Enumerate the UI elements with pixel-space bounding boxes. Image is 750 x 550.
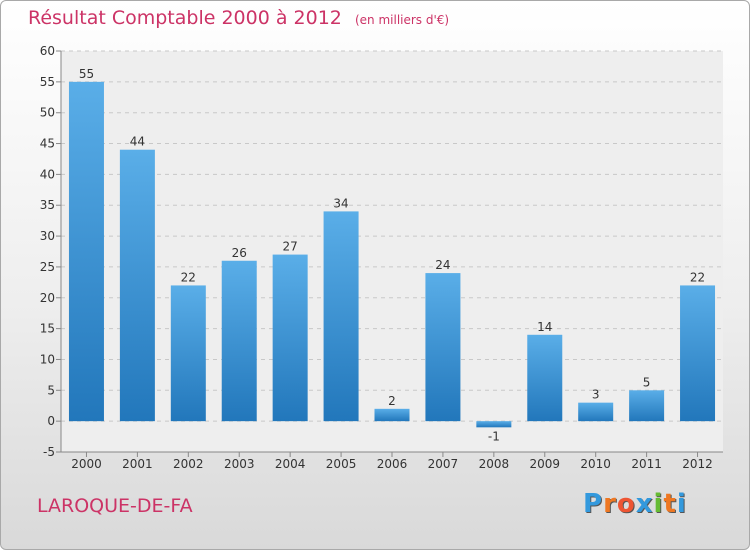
x-tick-label: 2008 <box>479 457 510 471</box>
bar <box>680 285 716 422</box>
y-tick-label: 20 <box>40 291 55 305</box>
bar <box>119 149 155 422</box>
y-tick-label: 0 <box>47 414 55 428</box>
data-label: 22 <box>181 270 196 284</box>
x-tick-label: 2000 <box>71 457 102 471</box>
data-label: 2 <box>388 394 396 408</box>
data-label: 14 <box>537 320 552 334</box>
y-tick-label: 55 <box>40 75 55 89</box>
x-tick-label: 2012 <box>682 457 713 471</box>
y-tick-label: 30 <box>40 229 55 243</box>
logo-letter: P <box>583 489 604 519</box>
commune-name: LAROQUE-DE-FA <box>37 495 193 517</box>
logo-letter: r <box>603 489 617 519</box>
title-row: Résultat Comptable 2000 à 2012 (en milli… <box>28 7 449 29</box>
y-tick-label: 40 <box>40 167 55 181</box>
bar <box>374 408 410 422</box>
y-tick-label: 5 <box>47 383 55 397</box>
data-label: 44 <box>130 135 145 149</box>
bar <box>272 254 308 422</box>
bar <box>629 390 665 422</box>
bar <box>476 421 512 428</box>
bar <box>221 260 257 422</box>
bar <box>323 211 359 422</box>
logo-letter: i <box>653 489 664 519</box>
y-tick-label: 45 <box>40 137 55 151</box>
bar <box>425 273 461 422</box>
data-label: 3 <box>592 388 600 402</box>
x-tick-label: 2007 <box>428 457 459 471</box>
y-tick-label: -5 <box>43 445 55 459</box>
proxiti-logo: Proxiti <box>583 489 687 519</box>
data-label: 27 <box>283 240 298 254</box>
data-label: 34 <box>333 196 348 210</box>
bar <box>578 402 614 422</box>
x-tick-label: 2006 <box>377 457 408 471</box>
data-label: 24 <box>435 258 450 272</box>
y-tick-label: 10 <box>40 352 55 366</box>
chart-subtitle: (en milliers d'€) <box>354 13 450 27</box>
y-tick-label: 25 <box>40 260 55 274</box>
x-tick-label: 2010 <box>580 457 611 471</box>
x-tick-label: 2009 <box>529 457 560 471</box>
x-tick-label: 2005 <box>326 457 357 471</box>
data-label: 26 <box>232 246 247 260</box>
bar <box>68 81 104 422</box>
data-label: 55 <box>79 67 94 81</box>
x-tick-label: 2011 <box>631 457 662 471</box>
y-tick-label: 60 <box>40 44 55 58</box>
data-label: 22 <box>690 270 705 284</box>
data-label: 5 <box>643 375 651 389</box>
plot-area <box>61 51 723 452</box>
x-tick-label: 2001 <box>122 457 153 471</box>
x-tick-label: 2003 <box>224 457 255 471</box>
chart-title: Résultat Comptable 2000 à 2012 <box>28 7 342 29</box>
logo-letter: o <box>616 489 636 519</box>
x-tick-label: 2002 <box>173 457 204 471</box>
x-tick-label: 2004 <box>275 457 306 471</box>
y-tick-label: 50 <box>40 106 55 120</box>
logo-letter: t <box>663 489 677 519</box>
bar <box>170 285 206 422</box>
logo-letter: i <box>676 489 687 519</box>
y-tick-label: 35 <box>40 198 55 212</box>
data-label: -1 <box>488 429 500 443</box>
bar <box>527 334 563 422</box>
logo-letter: x <box>635 489 654 519</box>
y-tick-label: 15 <box>40 322 55 336</box>
